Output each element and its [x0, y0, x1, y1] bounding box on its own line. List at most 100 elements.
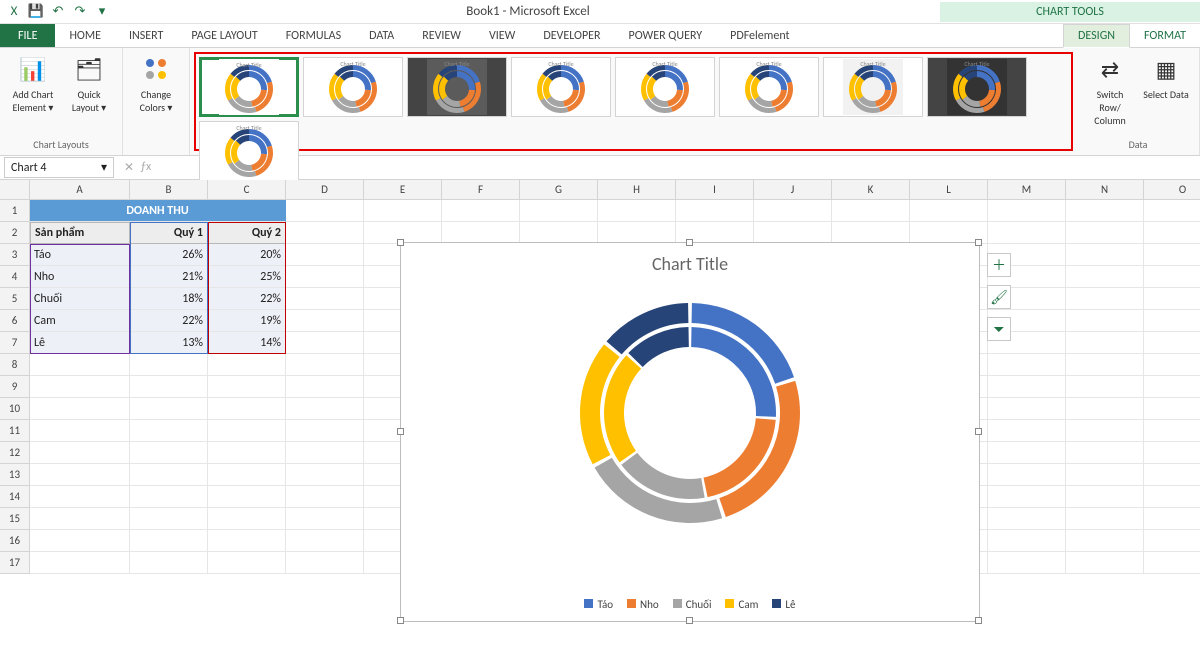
cell[interactable] [1144, 354, 1200, 376]
cell[interactable]: 14% [208, 332, 286, 354]
cell[interactable] [1144, 442, 1200, 464]
add-chart-element-button[interactable]: 📊 Add Chart Element ▾ [8, 52, 58, 114]
cell[interactable] [988, 442, 1066, 464]
chart-style-thumb[interactable]: Chart Title [823, 57, 923, 117]
cell[interactable] [130, 530, 208, 552]
chart-legend[interactable]: TáoNhoChuốiCamLê [401, 598, 979, 611]
embedded-chart[interactable]: Chart TitleTáoNhoChuốiCamLê＋🖌⏷ [400, 242, 980, 622]
change-colors-button[interactable]: Change Colors ▾ [131, 52, 181, 114]
cell[interactable] [286, 442, 364, 464]
cell[interactable]: Lê [30, 332, 130, 354]
cell[interactable]: 22% [130, 310, 208, 332]
save-icon[interactable]: 💾 [28, 4, 44, 20]
row-header[interactable]: 1 [0, 200, 30, 222]
tab-pdfelement[interactable]: PDFelement [716, 24, 803, 47]
chart-style-thumb[interactable]: Chart Title [719, 57, 819, 117]
chart-styles-gallery[interactable]: Chart TitleChart TitleChart TitleChart T… [194, 52, 1073, 151]
cell[interactable] [1144, 332, 1200, 354]
cell[interactable]: 20% [208, 244, 286, 266]
legend-item[interactable]: Lê [772, 598, 795, 611]
legend-item[interactable]: Nho [627, 598, 659, 611]
resize-handle[interactable] [975, 428, 982, 435]
select-all-corner[interactable] [0, 180, 30, 200]
chart-plus-button[interactable]: ＋ [987, 253, 1011, 277]
cell[interactable] [286, 354, 364, 376]
cell[interactable] [988, 200, 1066, 222]
name-box[interactable]: Chart 4▾ [4, 157, 114, 178]
row-header[interactable]: 17 [0, 552, 30, 574]
resize-handle[interactable] [686, 239, 693, 246]
row-header[interactable]: 13 [0, 464, 30, 486]
cell[interactable]: 19% [208, 310, 286, 332]
cell[interactable] [286, 508, 364, 530]
cell[interactable]: 13% [130, 332, 208, 354]
cell[interactable] [286, 464, 364, 486]
cell[interactable]: Cam [30, 310, 130, 332]
cell[interactable] [130, 420, 208, 442]
resize-handle[interactable] [975, 239, 982, 246]
cell[interactable] [1066, 464, 1144, 486]
cell[interactable] [364, 200, 442, 222]
cell[interactable] [1144, 244, 1200, 266]
cell[interactable] [286, 398, 364, 420]
tab-file[interactable]: FILE [0, 24, 55, 47]
cell[interactable] [988, 354, 1066, 376]
cell[interactable] [286, 222, 364, 244]
resize-handle[interactable] [397, 617, 404, 624]
cell[interactable] [1066, 244, 1144, 266]
cell[interactable] [598, 200, 676, 222]
cell[interactable] [30, 464, 130, 486]
cell[interactable] [1066, 310, 1144, 332]
cell[interactable] [1144, 420, 1200, 442]
cell[interactable] [832, 200, 910, 222]
cell[interactable] [286, 530, 364, 552]
cell[interactable] [1066, 332, 1144, 354]
row-header[interactable]: 10 [0, 398, 30, 420]
cell[interactable] [208, 486, 286, 508]
row-header[interactable]: 15 [0, 508, 30, 530]
chevron-down-icon[interactable]: ▾ [101, 160, 107, 175]
cell[interactable] [1144, 530, 1200, 552]
chart-style-thumb[interactable]: Chart Title [407, 57, 507, 117]
tab-review[interactable]: REVIEW [408, 24, 475, 47]
column-header[interactable]: G [520, 180, 598, 200]
column-header[interactable]: O [1144, 180, 1200, 200]
cell[interactable]: Nho [30, 266, 130, 288]
cell[interactable] [442, 200, 520, 222]
cell[interactable] [910, 200, 988, 222]
cell[interactable] [286, 376, 364, 398]
cell[interactable] [1144, 222, 1200, 244]
cell[interactable] [988, 222, 1066, 244]
quick-layout-button[interactable]: 🗂 Quick Layout ▾ [64, 52, 114, 114]
cell[interactable] [208, 530, 286, 552]
chart-brush-button[interactable]: 🖌 [987, 285, 1011, 309]
tab-format[interactable]: FORMAT [1130, 24, 1200, 47]
column-header[interactable]: H [598, 180, 676, 200]
cell[interactable] [988, 508, 1066, 530]
column-header[interactable]: M [988, 180, 1066, 200]
cell[interactable]: Quý 1 [130, 222, 208, 244]
cell[interactable]: 25% [208, 266, 286, 288]
tab-view[interactable]: VIEW [475, 24, 529, 47]
cell[interactable] [286, 310, 364, 332]
cell[interactable] [130, 486, 208, 508]
cell[interactable]: Táo [30, 244, 130, 266]
row-header[interactable]: 12 [0, 442, 30, 464]
chart-style-thumb[interactable]: Chart Title [303, 57, 403, 117]
cell[interactable] [286, 244, 364, 266]
cell[interactable]: 18% [130, 288, 208, 310]
cell[interactable] [1144, 464, 1200, 486]
cell[interactable] [130, 464, 208, 486]
resize-handle[interactable] [397, 428, 404, 435]
cell[interactable] [1066, 288, 1144, 310]
column-header[interactable]: L [910, 180, 988, 200]
cell[interactable] [30, 442, 130, 464]
tab-home[interactable]: HOME [55, 24, 115, 47]
column-header[interactable]: F [442, 180, 520, 200]
column-header[interactable]: E [364, 180, 442, 200]
cell[interactable] [676, 200, 754, 222]
cell[interactable] [988, 486, 1066, 508]
column-header[interactable]: A [30, 180, 130, 200]
cell[interactable] [286, 486, 364, 508]
tab-data[interactable]: DATA [355, 24, 408, 47]
